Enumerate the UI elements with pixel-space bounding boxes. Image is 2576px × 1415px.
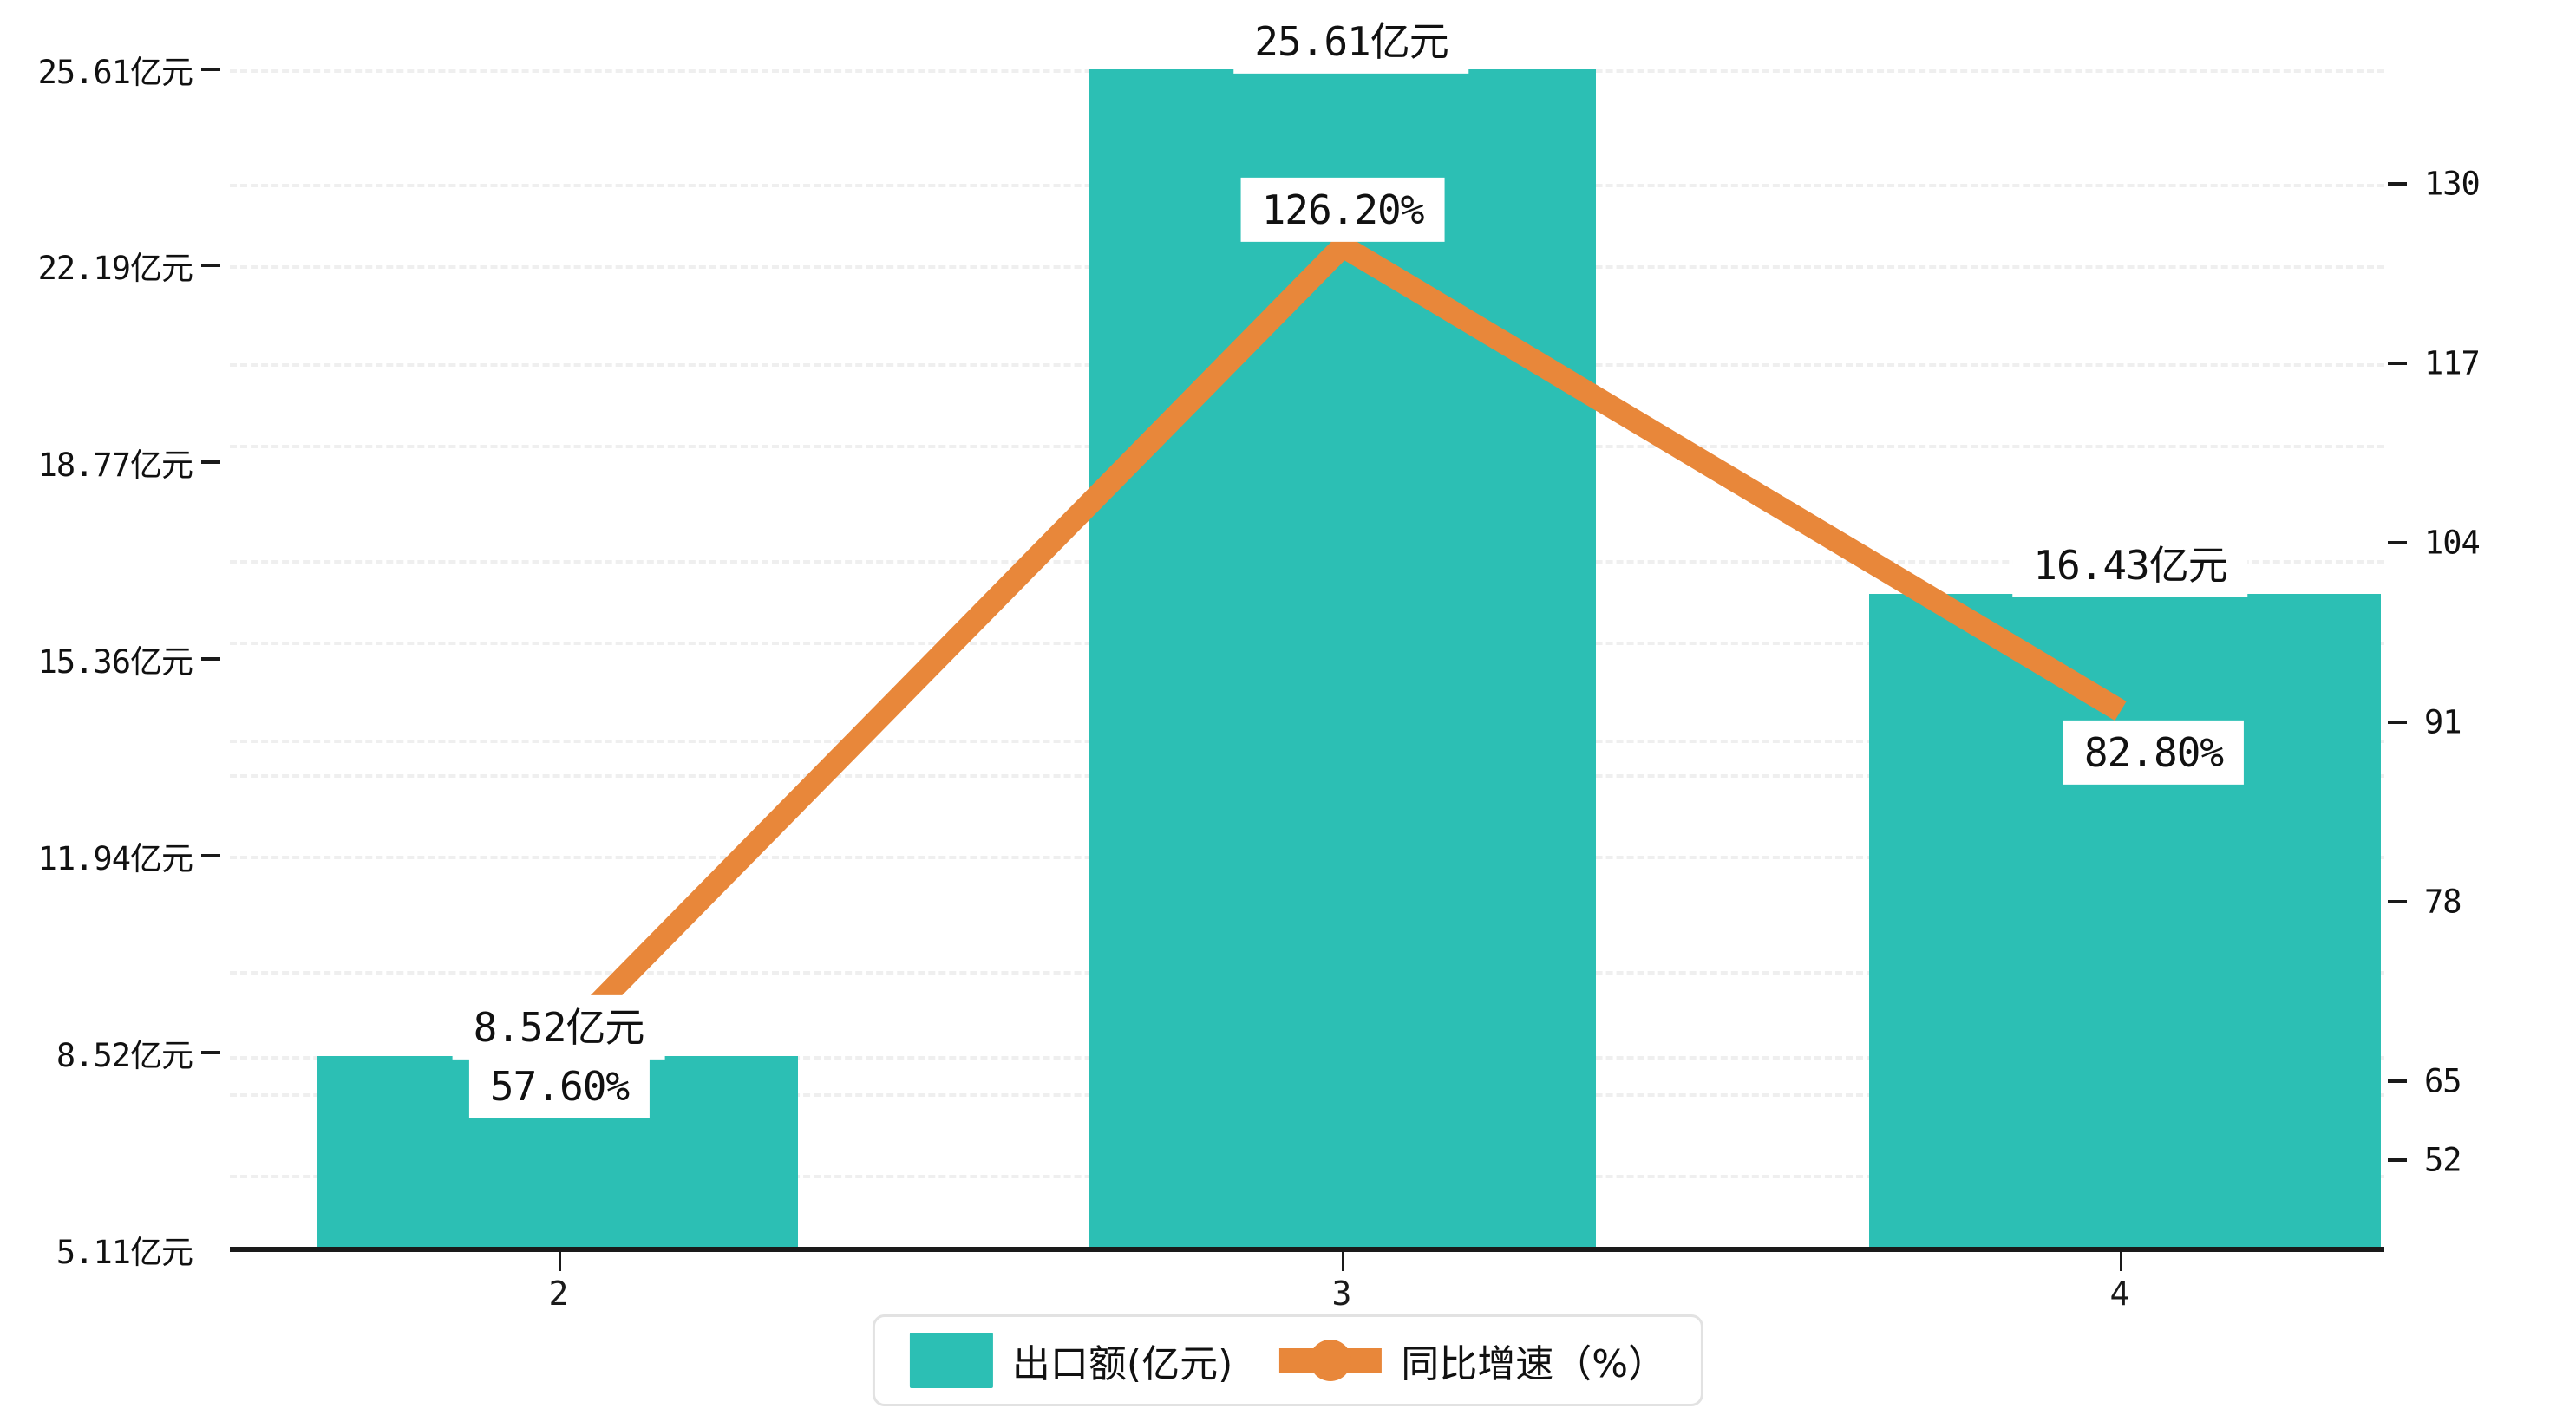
y-axis-right-tick — [2388, 362, 2407, 365]
line-data-label-4: 82.80% — [2063, 720, 2245, 786]
x-axis-tick-label: 4 — [2109, 1275, 2130, 1313]
y-axis-left-tick-label: 8.52亿元 — [56, 1037, 193, 1074]
x-axis-line — [230, 1247, 2384, 1252]
x-axis-tick-label: 3 — [1331, 1275, 1352, 1313]
y-axis-left-tick — [201, 460, 220, 464]
y-axis-left-tick-label: 18.77亿元 — [37, 447, 193, 484]
y-axis-left-tick — [201, 264, 220, 267]
y-axis-right-tick — [2388, 1079, 2407, 1083]
chart-legend[interactable]: 出口额(亿元) 同比增速（%） — [872, 1314, 1704, 1406]
y-axis-right-tick-label: 78 — [2424, 883, 2462, 921]
x-axis-tick — [1342, 1252, 1344, 1271]
y-axis-right-tick-label: 130 — [2424, 165, 2481, 203]
y-axis-right-tick — [2388, 182, 2407, 186]
legend-item-export[interactable]: 出口额(亿元) — [909, 1333, 1233, 1388]
y-axis-right-tick-label: 91 — [2424, 703, 2462, 741]
y-axis-left-tick-label: 5.11亿元 — [56, 1234, 193, 1271]
y-axis-left-tick-label: 11.94亿元 — [37, 840, 193, 877]
y-axis-left-tick — [201, 68, 220, 71]
y-axis-right-tick — [2388, 721, 2407, 724]
bar-data-label-3: 25.61亿元 — [1233, 9, 1469, 75]
y-axis-left-tick-label: 15.36亿元 — [37, 643, 193, 681]
x-axis-tick — [559, 1252, 561, 1271]
legend-line-dot-swatch-icon — [1279, 1333, 1383, 1388]
bar-series-export-4[interactable] — [1869, 594, 2381, 1249]
y-axis-right-tick-label: 117 — [2424, 344, 2481, 382]
y-axis-left-tick-label: 25.61亿元 — [37, 54, 193, 91]
line-data-label-2: 57.60% — [468, 1053, 651, 1119]
y-axis-left-tick — [201, 854, 220, 857]
y-axis-left-tick-label: 22.19亿元 — [37, 250, 193, 287]
x-axis-tick — [2120, 1252, 2122, 1271]
legend-item-growth[interactable]: 同比增速（%） — [1279, 1333, 1666, 1388]
y-axis-right-tick-label: 52 — [2424, 1141, 2462, 1179]
y-axis-right-tick — [2388, 900, 2407, 903]
bar-data-label-4: 16.43亿元 — [2012, 532, 2248, 598]
x-axis-tick-label: 2 — [548, 1275, 569, 1313]
bar-series-export-3[interactable] — [1089, 69, 1596, 1249]
legend-label-export: 出口额(亿元) — [1011, 1342, 1233, 1386]
bar-data-label-2: 8.52亿元 — [452, 994, 665, 1060]
y-axis-right-tick-label: 65 — [2424, 1062, 2462, 1100]
legend-label-growth: 同比增速（%） — [1401, 1342, 1667, 1386]
line-data-label-3: 126.20% — [1240, 177, 1445, 243]
y-axis-left-tick — [201, 1051, 220, 1054]
legend-bar-swatch-icon — [909, 1333, 993, 1388]
y-axis-right-tick-label: 104 — [2424, 524, 2481, 562]
y-axis-left-tick — [201, 657, 220, 661]
legend-line-marker-icon — [1310, 1340, 1352, 1381]
y-axis-right-tick — [2388, 1158, 2407, 1162]
y-axis-right-tick — [2388, 541, 2407, 544]
